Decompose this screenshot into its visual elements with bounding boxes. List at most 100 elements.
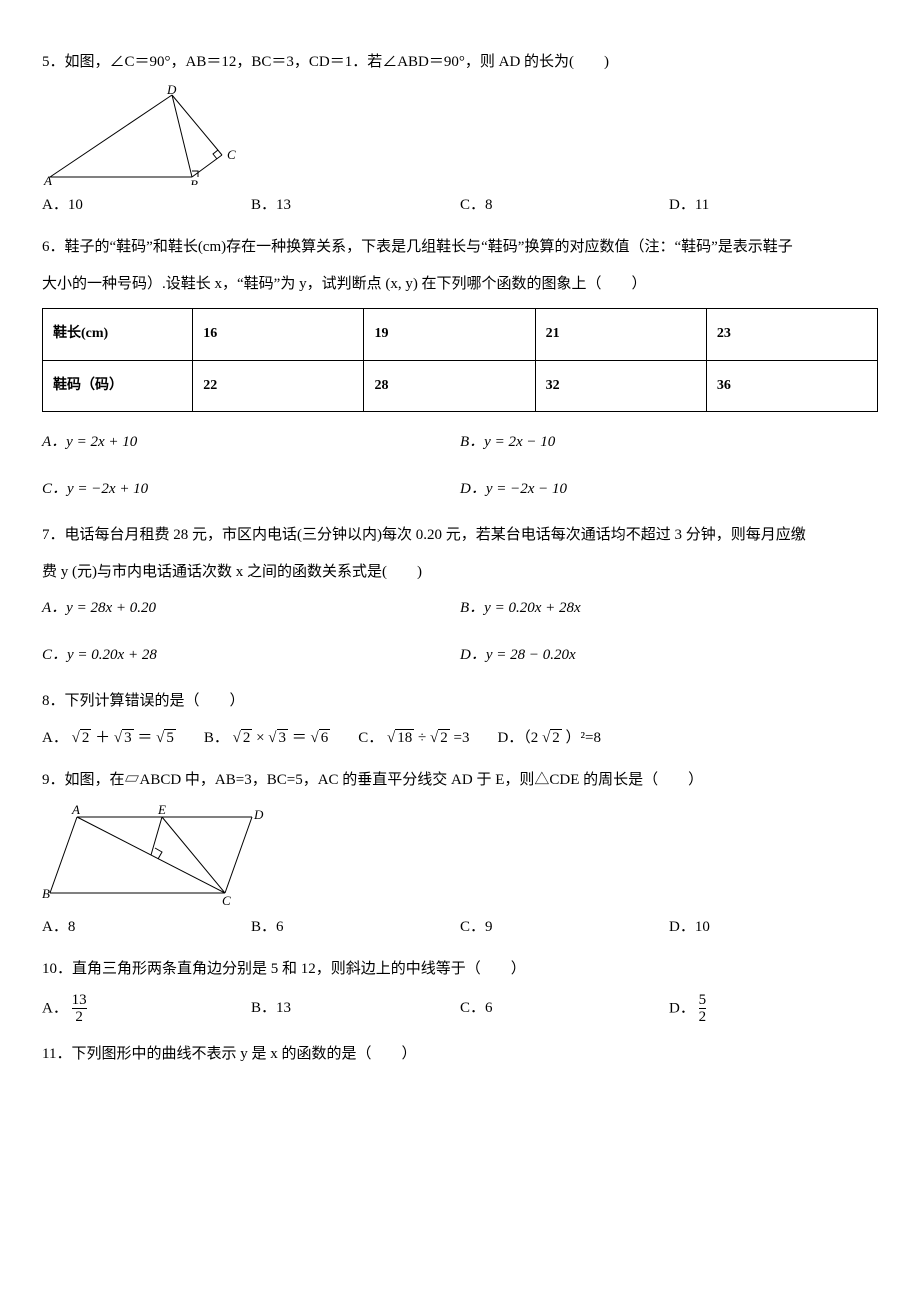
label-A: A	[43, 173, 52, 185]
q6-options-row1: A．y = 2x + 10 B．y = 2x − 10	[42, 428, 878, 457]
radicand: 18	[395, 729, 414, 746]
cell: 21	[535, 309, 706, 361]
q8-opt-d: D．（2 √2 ）²=8	[497, 724, 601, 753]
q8-opt-b: B． √2 × √3 ＝ √6	[204, 724, 330, 753]
q9-text: 9．如图，在▱ABCD 中，AB=3，BC=5，AC 的垂直平分线交 AD 于 …	[42, 766, 878, 795]
q7-opt-c: C．y = 0.20x + 28	[42, 647, 157, 663]
q7-opt-a: A．y = 28x + 0.20	[42, 600, 156, 616]
radicand: 2	[80, 729, 92, 746]
radicand: 2	[438, 729, 450, 746]
cell: 32	[535, 360, 706, 412]
q8-opt-a: A． √2 ＋ √3 ＝ √5	[42, 724, 176, 753]
cell: 22	[193, 360, 364, 412]
q5-options: A．10 B．13 C．8 D．11	[42, 191, 878, 220]
radicand: 2	[550, 729, 562, 746]
question-11: 11．下列图形中的曲线不表示 y 是 x 的函数的是（ ）	[42, 1040, 878, 1069]
q10-text: 10．直角三角形两条直角边分别是 5 和 12，则斜边上的中线等于（ ）	[42, 955, 878, 984]
numerator: 5	[699, 992, 707, 1009]
question-5: 5．如图，∠C＝90°，AB＝12，BC＝3，CD＝1．若∠ABD＝90°，则 …	[42, 48, 878, 219]
cell: 36	[706, 360, 877, 412]
q6-opt-b: B．y = 2x − 10	[460, 434, 555, 450]
q6-opt-c: C．y = −2x + 10	[42, 481, 148, 497]
op-text: ÷	[418, 730, 426, 746]
q5-svg: A B C D	[42, 85, 242, 185]
op-text: ＝	[137, 730, 152, 746]
cell: 28	[364, 360, 535, 412]
op-text: ＝	[292, 730, 307, 746]
label-B: B	[42, 886, 50, 901]
q11-text: 11．下列图形中的曲线不表示 y 是 x 的函数的是（ ）	[42, 1040, 878, 1069]
question-9: 9．如图，在▱ABCD 中，AB=3，BC=5，AC 的垂直平分线交 AD 于 …	[42, 766, 878, 941]
q9-svg: A E D B C	[42, 803, 272, 907]
q6-options-row2: C．y = −2x + 10 D．y = −2x − 10	[42, 475, 878, 504]
table-row: 鞋长(cm) 16 19 21 23	[43, 309, 878, 361]
q5-text: 5．如图，∠C＝90°，AB＝12，BC＝3，CD＝1．若∠ABD＝90°，则 …	[42, 48, 878, 77]
q6-table: 鞋长(cm) 16 19 21 23 鞋码（码） 22 28 32 36	[42, 308, 878, 412]
q9-opt-b: B．6	[251, 913, 460, 942]
question-6: 6．鞋子的“鞋码”和鞋长(cm)存在一种换算关系，下表是几组鞋长与“鞋码”换算的…	[42, 233, 878, 503]
label-C: C	[227, 147, 236, 162]
q10-opt-c: C．6	[460, 994, 669, 1023]
opt-prefix: D．	[669, 1000, 695, 1016]
q8-opt-c: C． √18 ÷ √2 =3	[358, 724, 469, 753]
question-7: 7．电话每台月租费 28 元，市区内电话(三分钟以内)每次 0.20 元，若某台…	[42, 521, 878, 669]
opt-prefix: A．	[42, 730, 68, 746]
q6-opt-a: A．y = 2x + 10	[42, 434, 137, 450]
q5-opt-b: B．13	[251, 191, 460, 220]
q7-opt-d: D．y = 28 − 0.20x	[460, 647, 576, 663]
cell: 鞋长(cm)	[43, 309, 193, 361]
q7-options-row1: A．y = 28x + 0.20 B．y = 0.20x + 28x	[42, 594, 878, 623]
q9-opt-d: D．10	[669, 913, 878, 942]
label-C: C	[222, 893, 231, 907]
opt-prefix: B．	[204, 730, 229, 746]
opt-prefix: C．	[358, 730, 383, 746]
q6-text2: 大小的一种号码）.设鞋长 x，“鞋码”为 y，试判断点 (x, y) 在下列哪个…	[42, 270, 878, 299]
cell: 23	[706, 309, 877, 361]
op-text: ＋	[95, 730, 110, 746]
cell: 16	[193, 309, 364, 361]
q9-options: A．8 B．6 C．9 D．10	[42, 913, 878, 942]
label-B: B	[190, 177, 198, 185]
q10-opt-b: B．13	[251, 994, 460, 1023]
question-8: 8．下列计算错误的是（ ） A． √2 ＋ √3 ＝ √5 B． √2 × √3…	[42, 687, 878, 752]
label-D: D	[253, 807, 264, 822]
op-text: ×	[256, 730, 264, 746]
opt-prefix: A．	[42, 1000, 68, 1016]
q8-options: A． √2 ＋ √3 ＝ √5 B． √2 × √3 ＝ √6 C． √18 ÷…	[42, 724, 878, 753]
q8-text: 8．下列计算错误的是（ ）	[42, 687, 878, 716]
label-D: D	[166, 85, 177, 97]
q7-options-row2: C．y = 0.20x + 28 D．y = 28 − 0.20x	[42, 641, 878, 670]
q5-figure: A B C D	[42, 85, 878, 185]
q10-opt-d: D． 5 2	[669, 992, 878, 1026]
q7-text2: 费 y (元)与市内电话通话次数 x 之间的函数关系式是( )	[42, 558, 878, 587]
q10-opt-a: A． 13 2	[42, 992, 251, 1026]
fraction: 5 2	[699, 992, 707, 1026]
denominator: 2	[699, 1009, 707, 1026]
q5-opt-a: A．10	[42, 191, 251, 220]
denominator: 2	[72, 1009, 87, 1026]
op-text: =3	[454, 730, 470, 746]
cell: 鞋码（码）	[43, 360, 193, 412]
question-10: 10．直角三角形两条直角边分别是 5 和 12，则斜边上的中线等于（ ） A． …	[42, 955, 878, 1026]
opt-prefix: D．（2	[497, 730, 538, 746]
q10-options: A． 13 2 B．13 C．6 D． 5 2	[42, 992, 878, 1026]
radicand: 3	[122, 729, 134, 746]
label-A: A	[71, 803, 80, 817]
radicand: 6	[319, 729, 331, 746]
q6-text1: 6．鞋子的“鞋码”和鞋长(cm)存在一种换算关系，下表是几组鞋长与“鞋码”换算的…	[42, 233, 878, 262]
q5-opt-c: C．8	[460, 191, 669, 220]
q9-opt-c: C．9	[460, 913, 669, 942]
q9-opt-a: A．8	[42, 913, 251, 942]
numerator: 13	[72, 992, 87, 1009]
radicand: 2	[241, 729, 253, 746]
q7-opt-b: B．y = 0.20x + 28x	[460, 600, 581, 616]
cell: 19	[364, 309, 535, 361]
table-row: 鞋码（码） 22 28 32 36	[43, 360, 878, 412]
label-E: E	[157, 803, 166, 817]
q9-figure: A E D B C	[42, 803, 878, 907]
q7-text1: 7．电话每台月租费 28 元，市区内电话(三分钟以内)每次 0.20 元，若某台…	[42, 521, 878, 550]
fraction: 13 2	[72, 992, 87, 1026]
op-text: ）²=8	[566, 730, 601, 746]
q6-opt-d: D．y = −2x − 10	[460, 481, 567, 497]
q5-opt-d: D．11	[669, 191, 878, 220]
